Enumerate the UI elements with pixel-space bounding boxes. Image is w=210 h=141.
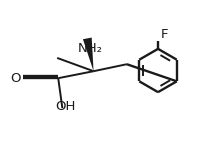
Text: NH₂: NH₂: [78, 42, 103, 55]
Text: OH: OH: [55, 100, 76, 113]
Text: F: F: [161, 28, 169, 41]
Polygon shape: [83, 38, 94, 71]
Text: O: O: [11, 72, 21, 85]
